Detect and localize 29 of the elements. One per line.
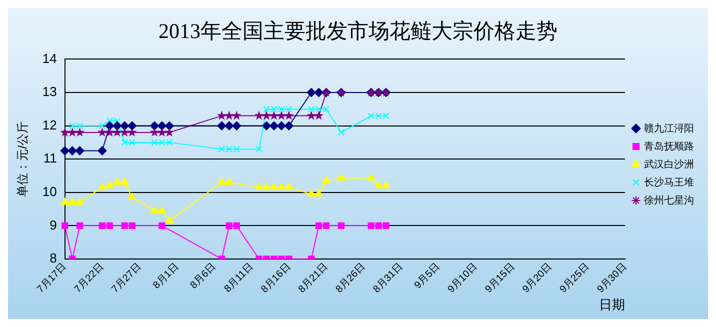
legend-label: 徐州七星沟 <box>644 194 694 206</box>
x-tick-label: 7月22日 <box>72 262 106 296</box>
x-tick-label: 7月27日 <box>110 262 144 296</box>
x-tick-label: 8月1日 <box>151 262 181 292</box>
y-tick-label: 9 <box>50 217 57 232</box>
x-tick-label: 8月21日 <box>296 262 330 296</box>
legend-label: 长沙马王堆 <box>644 176 694 188</box>
legend-label: 武汉白沙洲 <box>644 158 694 170</box>
x-tick-label: 9月15日 <box>483 262 518 296</box>
legend-label: 赣九江浔阳 <box>644 122 694 134</box>
y-tick-label: 14 <box>42 50 57 66</box>
legend-label: 青岛抚顺路 <box>644 140 694 152</box>
x-axis-title: 日期 <box>599 296 625 312</box>
chart-title: 2013年全国主要批发市场花鲢大宗价格走势 <box>158 19 558 44</box>
y-tick-label: 10 <box>42 184 57 199</box>
y-tick-label: 11 <box>43 150 57 166</box>
x-tick-label: 8月6日 <box>188 262 218 292</box>
x-tick-label: 9月30日 <box>595 262 630 296</box>
x-tick-label: 8月31日 <box>371 262 406 296</box>
x-tick-label: 8月11日 <box>222 262 256 295</box>
y-axis-title: 单位：元/公斤 <box>16 121 30 197</box>
x-tick-label: 8月16日 <box>259 262 293 296</box>
x-tick-label: 9月25日 <box>558 262 592 296</box>
y-tick-label: 13 <box>42 84 57 100</box>
x-tick-label: 9月20日 <box>520 262 554 296</box>
x-tick-label: 9月5日 <box>412 262 442 292</box>
x-tick-label: 9月10日 <box>446 262 480 296</box>
y-tick-label: 12 <box>42 117 57 132</box>
x-tick-label: 8月26日 <box>334 262 368 296</box>
